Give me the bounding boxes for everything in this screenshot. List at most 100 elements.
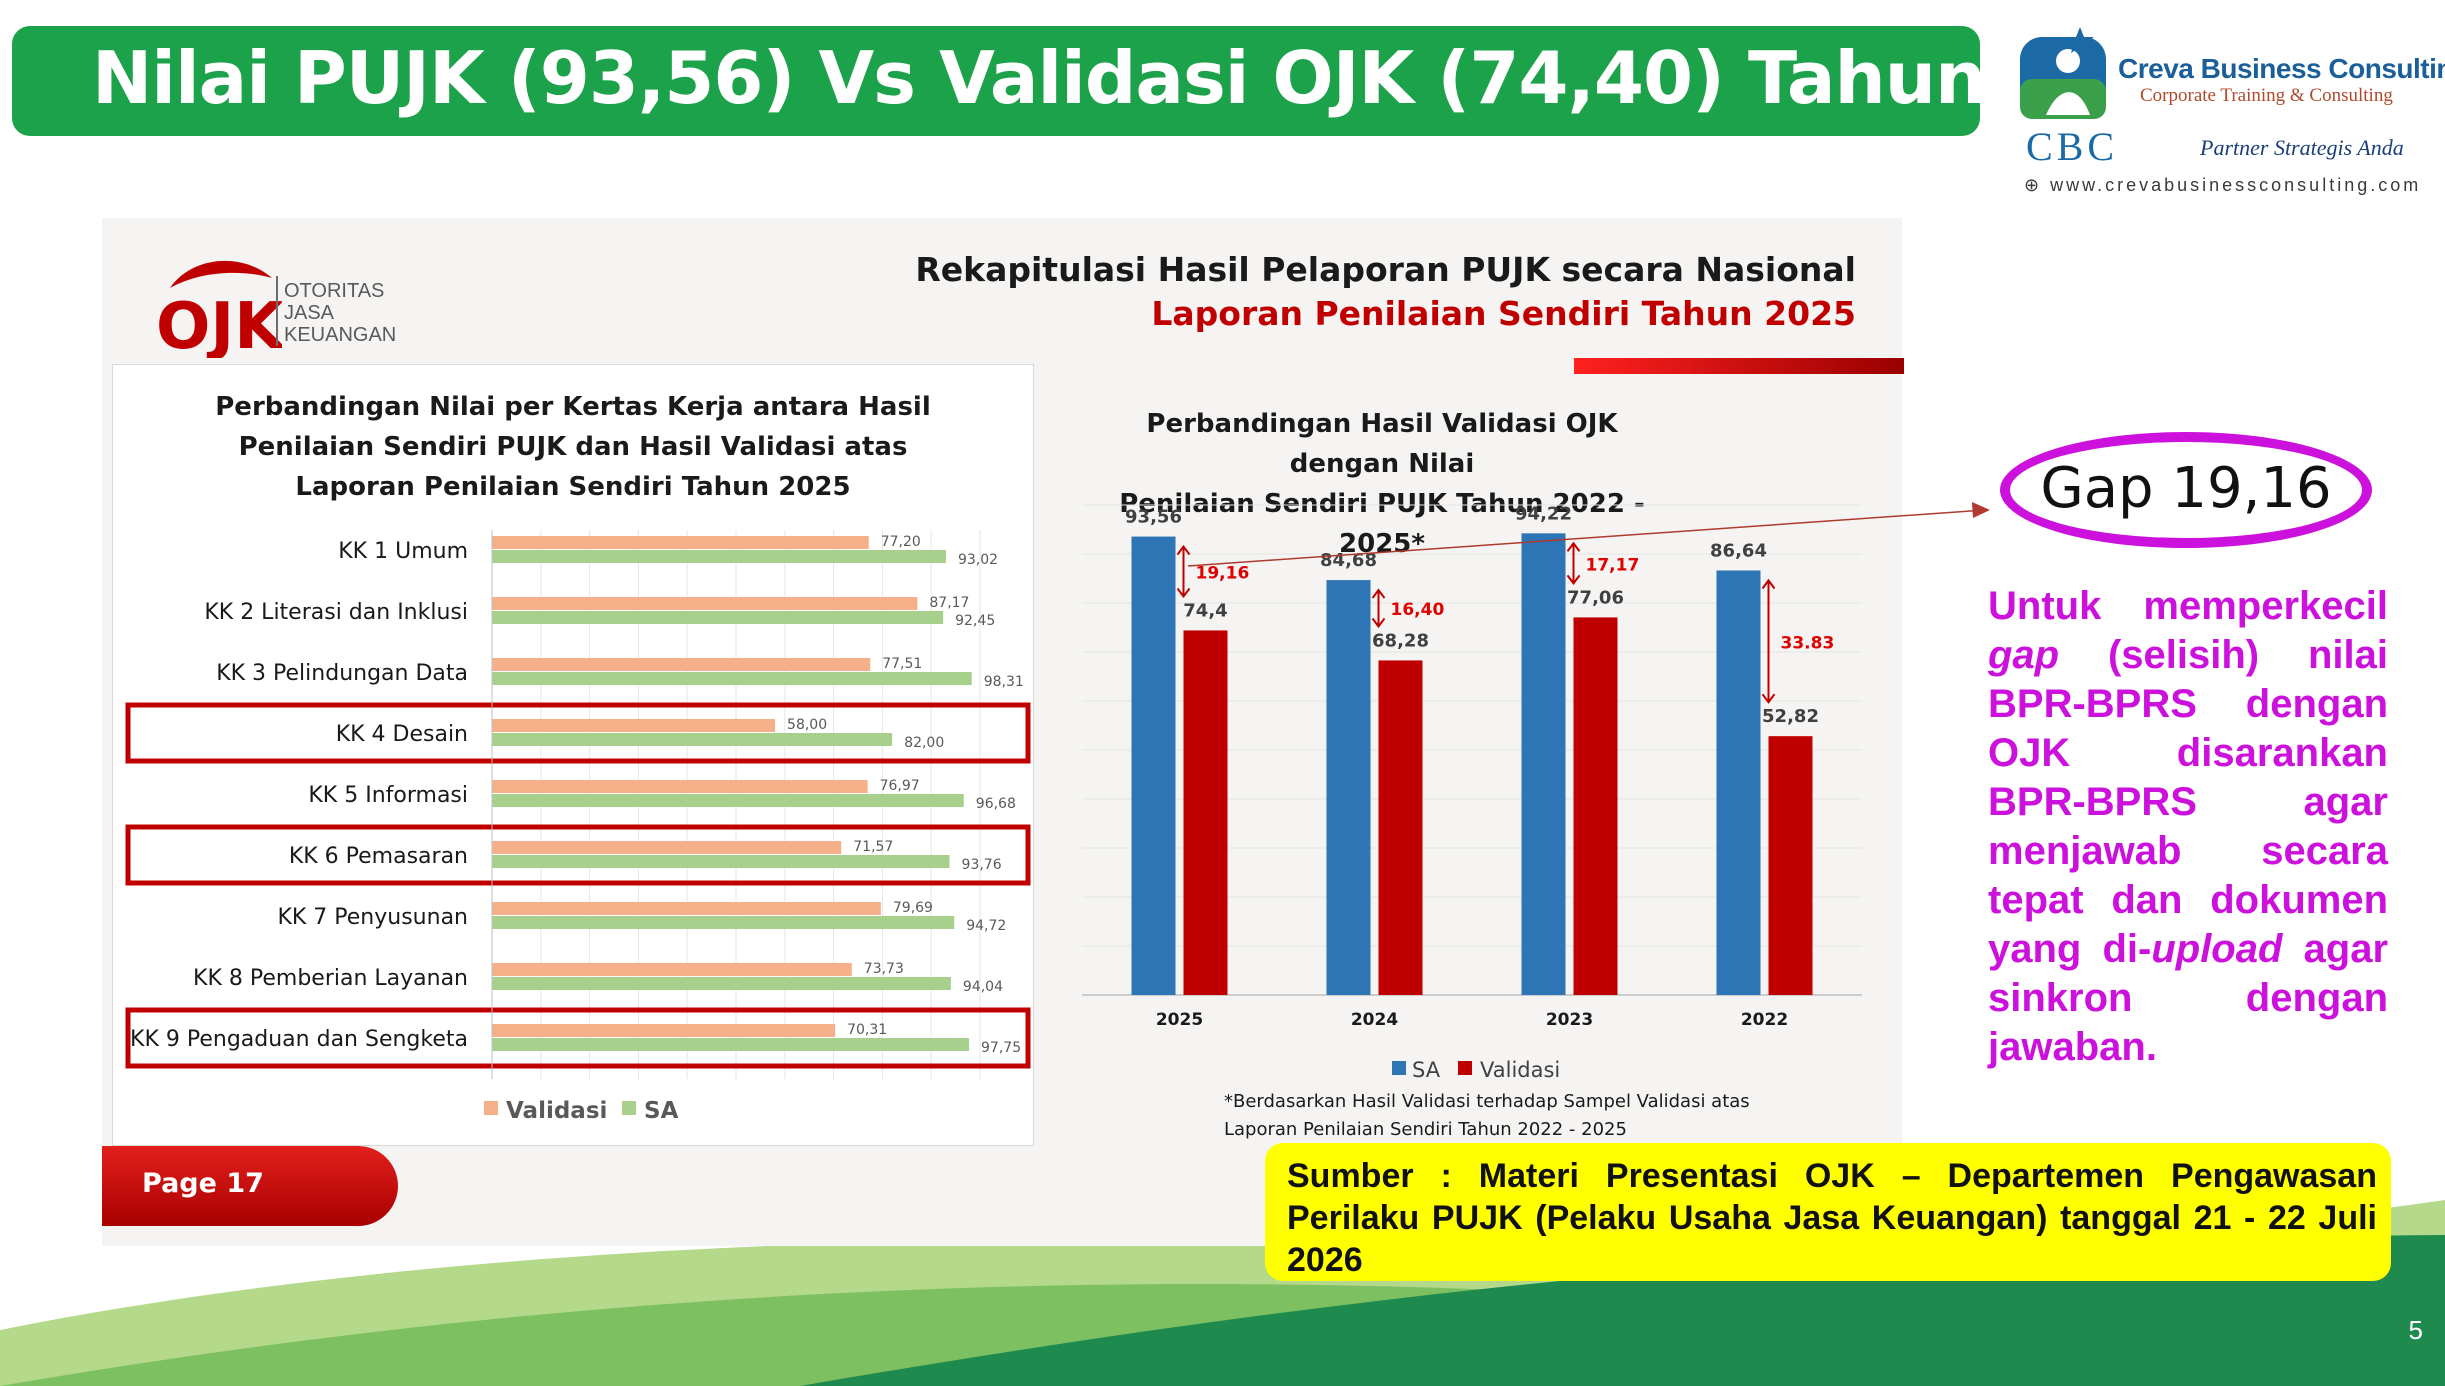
kk-category-label: KK 9 Pengaduan dan Sengketa xyxy=(130,1027,468,1052)
logo-company-name: Creva Business Consulting xyxy=(2118,53,2445,84)
kk-legend-validasi: Validasi xyxy=(506,1098,607,1124)
year-legend-sa: SA xyxy=(1412,1058,1441,1082)
kk-bar-validasi xyxy=(492,902,881,915)
callout-arrow-line xyxy=(1187,509,1986,567)
advice-line: Untuk memperkecil xyxy=(1988,584,2388,628)
ojk-logo-letters: OJK xyxy=(156,290,282,358)
logo-website: ⊕ www.crevabusinessconsulting.com xyxy=(2024,175,2421,196)
page-tab: Page 17 xyxy=(102,1146,398,1226)
year-tick-label: 2025 xyxy=(1156,1010,1203,1030)
gap-value-label: 16,40 xyxy=(1391,600,1445,620)
footnote-line-2: Laporan Penilaian Sendiri Tahun 2022 - 2… xyxy=(1224,1119,1627,1140)
kk-chart-panel: Perbandingan Nilai per Kertas Kerja anta… xyxy=(112,364,1034,1146)
gap-value-label: 33.83 xyxy=(1781,633,1835,653)
rekap-subtitle: Laporan Penilaian Sendiri Tahun 2025 xyxy=(1151,294,1856,333)
gap-arrow-head-bottom xyxy=(1761,693,1776,704)
gap-label: Gap 19,16 xyxy=(2040,456,2332,521)
year-value-validasi: 74,4 xyxy=(1183,600,1227,621)
kk-legend-swatch-sa xyxy=(622,1101,636,1115)
kk-bar-sa xyxy=(492,855,950,868)
page-tab-label: Page 17 xyxy=(142,1168,264,1199)
year-legend-validasi: Validasi xyxy=(1480,1058,1560,1082)
year-tick-label: 2022 xyxy=(1741,1010,1788,1030)
kk-bar-sa xyxy=(492,611,944,624)
kk-bar-sa xyxy=(492,733,893,746)
logo-cbc-text: CBC xyxy=(2026,124,2119,169)
gap-value-label: 19,16 xyxy=(1196,563,1250,583)
kk-value-validasi: 79,69 xyxy=(893,900,933,916)
kk-bar-sa xyxy=(492,794,964,807)
gap-arrow-head-top xyxy=(1176,544,1191,556)
gap-arrow-head-top xyxy=(1566,541,1581,552)
kk-chart-title-line-2: Penilaian Sendiri PUJK dan Hasil Validas… xyxy=(238,432,908,462)
kk-bar-sa xyxy=(492,916,955,929)
ojk-line-3: KEUANGAN xyxy=(284,324,397,346)
year-bar-validasi xyxy=(1573,617,1618,995)
cbc-emblem-icon xyxy=(2020,27,2106,119)
kk-value-validasi: 77,51 xyxy=(882,656,922,672)
kk-chart-title: Perbandingan Nilai per Kertas Kerja anta… xyxy=(113,387,1033,507)
year-value-sa: 93,56 xyxy=(1125,507,1182,528)
year-chart-footnote: *Berdasarkan Hasil Validasi terhadap Sam… xyxy=(1224,1088,1750,1144)
page-number: 5 xyxy=(2408,1315,2423,1345)
advice-line: jawaban. xyxy=(1988,1025,2157,1069)
year-bar-validasi xyxy=(1183,630,1228,995)
globe-icon: ⊕ xyxy=(2024,175,2051,195)
kk-bar-sa xyxy=(492,672,972,685)
kk-value-sa: 92,45 xyxy=(955,613,995,629)
ojk-line-1: OTORITAS xyxy=(284,280,385,302)
kk-value-validasi: 58,00 xyxy=(787,717,827,733)
kk-value-validasi: 73,73 xyxy=(864,961,904,977)
kk-legend-swatch-validasi xyxy=(484,1101,498,1115)
ojk-logo-text: OTORITAS JASA KEUANGAN xyxy=(284,280,396,346)
kk-value-validasi: 70,31 xyxy=(847,1022,887,1038)
kk-bar-sa xyxy=(492,977,951,990)
gap-arrow-head-top xyxy=(1761,578,1776,590)
gap-arrow-head-bottom xyxy=(1566,574,1581,586)
kk-value-sa: 96,68 xyxy=(976,796,1016,812)
kk-value-sa: 94,72 xyxy=(966,918,1006,934)
advice-text: Untuk memperkecil gap (selisih) nilai BPR-… xyxy=(1988,582,2388,1072)
year-chart-title-line-1: Perbandingan Hasil Validasi OJK dengan N… xyxy=(1146,409,1618,479)
kk-category-label: KK 2 Literasi dan Inklusi xyxy=(204,600,468,625)
year-legend-swatch-sa xyxy=(1392,1061,1406,1075)
year-legend-swatch-validasi xyxy=(1458,1061,1472,1075)
kk-category-label: KK 4 Desain xyxy=(336,722,468,747)
kk-bar-validasi xyxy=(492,719,776,732)
kk-value-sa: 93,02 xyxy=(958,552,998,568)
year-bar-sa xyxy=(1326,580,1371,995)
year-tick-label: 2023 xyxy=(1546,1010,1593,1030)
kk-category-label: KK 8 Pemberian Layanan xyxy=(193,966,468,991)
advice-line: gap (selisih) nilai xyxy=(1988,633,2388,677)
cbc-logo: CBC Creva Business Consulting Corporate … xyxy=(2010,15,2445,205)
kk-value-validasi: 87,17 xyxy=(929,595,969,611)
kk-value-sa: 94,04 xyxy=(963,979,1003,995)
embedded-slide: OJK OTORITAS JASA KEUANGAN Rekapitulasi … xyxy=(102,218,1904,1246)
kk-bar-validasi xyxy=(492,597,918,610)
advice-line: tepat dan dokumen xyxy=(1988,878,2388,922)
year-bar-validasi xyxy=(1768,736,1813,995)
kk-bar-validasi xyxy=(492,841,842,854)
source-text: Sumber : Materi Presentasi OJK – Departe… xyxy=(1287,1157,2377,1279)
kk-bar-validasi xyxy=(492,536,869,549)
footnote-line-1: *Berdasarkan Hasil Validasi terhadap Sam… xyxy=(1224,1091,1750,1112)
kk-legend-sa: SA xyxy=(644,1098,679,1124)
kk-value-sa: 98,31 xyxy=(984,674,1024,690)
kk-chart-title-line-1: Perbandingan Nilai per Kertas Kerja anta… xyxy=(215,392,931,422)
kk-bar-validasi xyxy=(492,963,852,976)
kk-bar-validasi xyxy=(492,1024,836,1037)
kk-category-label: KK 1 Umum xyxy=(338,539,468,564)
kk-category-label: KK 6 Pemasaran xyxy=(289,844,468,869)
callout-arrow-head xyxy=(1972,502,1990,518)
gap-oval: Gap 19,16 xyxy=(2000,432,2372,548)
kk-value-validasi: 71,57 xyxy=(853,839,893,855)
rekap-title: Rekapitulasi Hasil Pelaporan PUJK secara… xyxy=(915,250,1856,289)
logo-website-text: www.crevabusinessconsulting.com xyxy=(2050,175,2422,195)
year-bar-validasi xyxy=(1378,660,1423,995)
year-tick-label: 2024 xyxy=(1351,1010,1398,1030)
year-bar-sa xyxy=(1131,536,1176,995)
ojk-line-2: JASA xyxy=(284,302,335,324)
red-accent-bar xyxy=(1574,358,1904,374)
year-bar-sa xyxy=(1716,570,1761,995)
ojk-logo-icon: OJK xyxy=(156,260,282,358)
